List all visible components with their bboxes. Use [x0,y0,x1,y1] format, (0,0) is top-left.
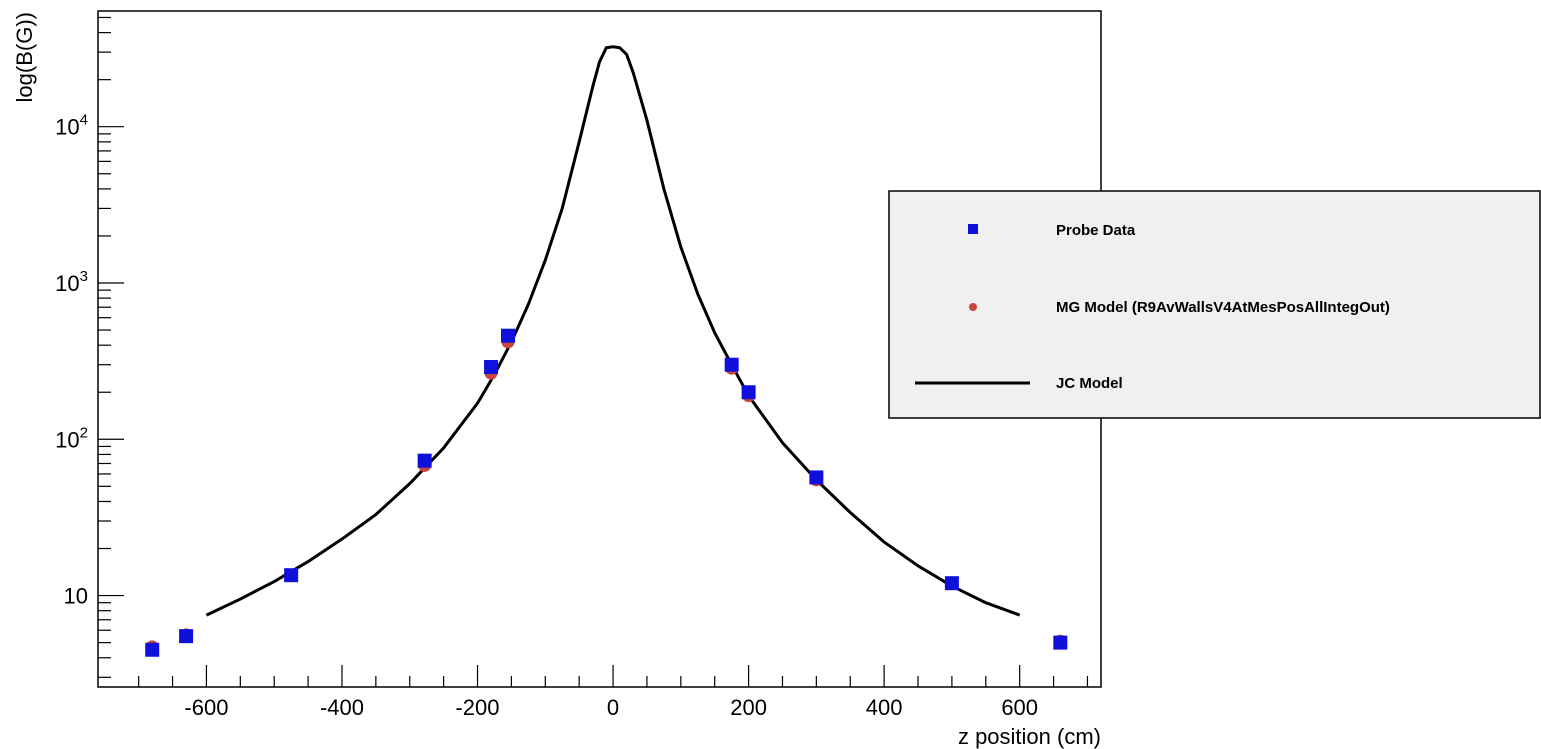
probe-data-point [944,576,959,591]
x-tick-label: 600 [1001,695,1038,720]
legend: Probe Data MG Model (R9AvWallsV4AtMesPos… [888,190,1541,419]
y-tick-label: 104 [55,112,88,140]
probe-data-point [145,642,160,657]
y-tick-label: 10 [64,584,88,609]
x-tick-label: -200 [455,695,499,720]
legend-probe-marker [968,224,978,234]
x-tick-label: 200 [730,695,767,720]
series-layer [145,45,1068,657]
y-tick-label: 103 [55,268,88,296]
probe-data-point [484,360,499,375]
y-axis-ticks: 10 102 103 104 [55,16,124,678]
y-axis-title: log(B(G)) [12,12,37,102]
y-tick-label: 102 [55,424,88,452]
legend-jc-label: JC Model [1056,375,1123,392]
probe-data-point [284,568,299,583]
legend-box [888,190,1541,419]
probe-data-point [417,453,432,468]
legend-probe-label: Probe Data [1056,222,1136,239]
legend-mg-label: MG Model (R9AvWallsV4AtMesPosAllIntegOut… [1056,299,1390,316]
x-axis-ticks: -600 -400 -200 0 200 400 600 [138,665,1089,720]
x-tick-label: -600 [184,695,228,720]
probe-data-point [741,385,756,400]
probe-data-point [1053,635,1068,650]
x-tick-label: 400 [866,695,903,720]
legend-mg-marker [969,303,977,311]
probe-data-point [179,629,194,644]
probe-data-point [724,357,739,372]
probe-data-point [809,470,824,485]
x-tick-label: -400 [320,695,364,720]
x-axis-title: z position (cm) [958,724,1101,749]
probe-data-point [501,328,516,343]
x-tick-label: 0 [607,695,619,720]
